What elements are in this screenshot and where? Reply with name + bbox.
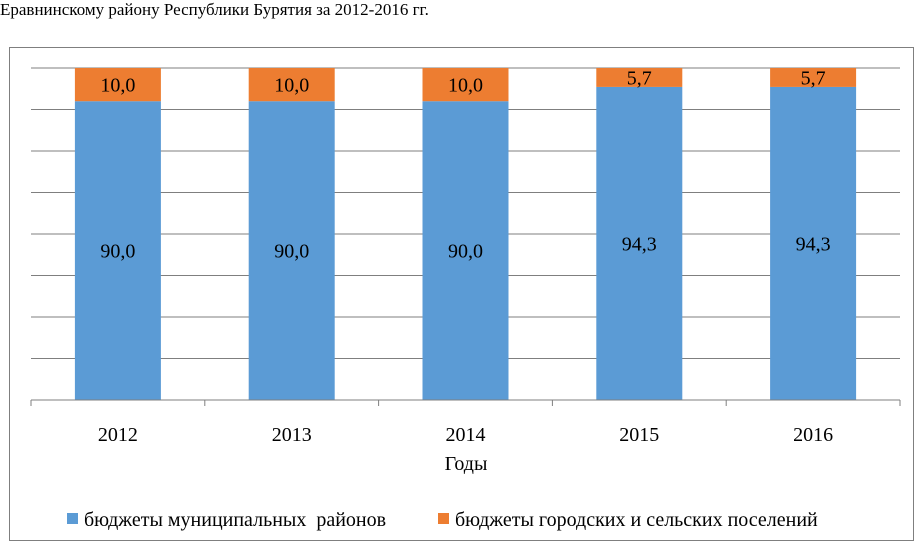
bar-segment xyxy=(74,68,161,102)
bar-segment xyxy=(248,68,335,102)
x-tick-label: 2014 xyxy=(446,424,486,446)
legend: бюджеты муниципальных районов бюджеты гор… xyxy=(67,509,818,531)
chart-caption: Еравнинскому району Республики Бурятия з… xyxy=(0,0,429,19)
x-tick-label: 2012 xyxy=(98,424,138,446)
bar-segment xyxy=(422,68,509,102)
x-tick-label: 2015 xyxy=(619,424,659,446)
data-label: 5,7 xyxy=(801,67,826,89)
bar-segment xyxy=(770,86,857,400)
x-tick-label: 2013 xyxy=(272,424,312,446)
x-axis-title: Годы xyxy=(445,453,488,475)
data-label: 94,3 xyxy=(622,233,657,255)
bar-segment xyxy=(596,68,683,87)
data-label: 10,0 xyxy=(100,75,135,97)
data-label: 10,0 xyxy=(448,75,483,97)
legend-label: бюджеты муниципальных районов xyxy=(84,509,386,531)
data-label: 94,3 xyxy=(796,233,831,255)
bar-segment xyxy=(770,68,857,87)
bar-segment xyxy=(422,101,509,400)
data-label: 90,0 xyxy=(100,241,135,263)
data-labels: 90,0 10,0 90,0 10,0 90,0 10,0 94,3 5,7 94,3 5,7 xyxy=(100,67,830,262)
bar-segment xyxy=(74,101,161,400)
data-label: 90,0 xyxy=(274,241,309,263)
bar-segment xyxy=(248,101,335,400)
legend-label: бюджеты городских и сельских поселений xyxy=(455,509,818,531)
x-tick-label: 2016 xyxy=(793,424,833,446)
data-label: 10,0 xyxy=(274,75,309,97)
legend-swatch xyxy=(438,513,449,524)
legend-swatch xyxy=(67,513,78,524)
data-label: 5,7 xyxy=(627,67,652,89)
data-label: 90,0 xyxy=(448,241,483,263)
bar-segment xyxy=(596,86,683,400)
x-axis: 2012 2013 2014 2015 2016 xyxy=(30,399,901,446)
chart-frame xyxy=(9,47,914,541)
bars xyxy=(74,68,857,400)
